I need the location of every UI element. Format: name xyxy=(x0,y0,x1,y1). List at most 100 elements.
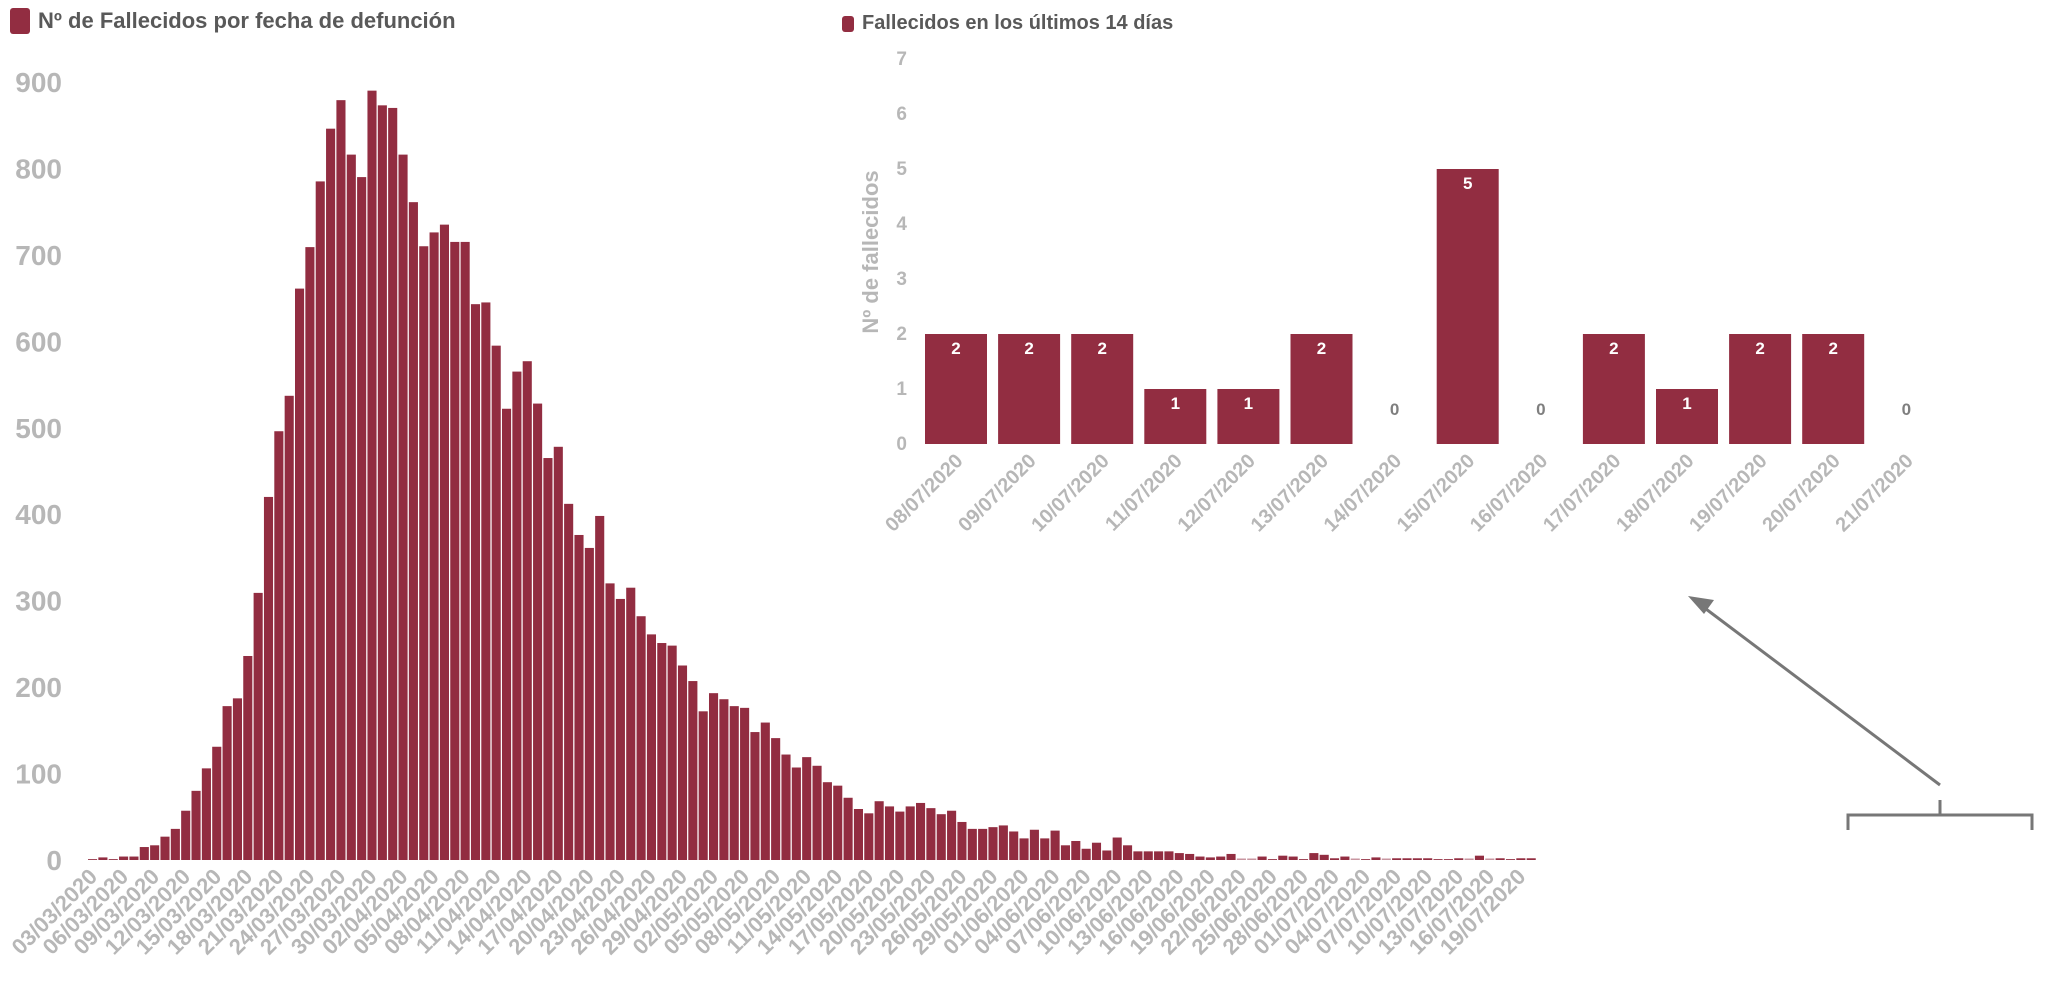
bar-106 xyxy=(1185,853,1195,860)
inset-x-tick-label: 11/07/2020 xyxy=(1101,450,1187,536)
bar-88 xyxy=(998,825,1008,860)
inset-chart: 0 1 2 3 4 5 6 7 Nº de fallecidos 2 08/07/2020 2 09/0… xyxy=(858,49,1918,536)
bar-46 xyxy=(564,503,574,860)
bar-38 xyxy=(481,302,491,860)
bar-68 xyxy=(791,767,801,860)
bar-66 xyxy=(771,738,781,860)
inset-bar-1 xyxy=(998,334,1061,444)
bar-10 xyxy=(191,790,201,860)
y-tick-label: 200 xyxy=(15,672,62,703)
bar-62 xyxy=(729,706,739,860)
bar-55 xyxy=(657,643,667,860)
bar-zero-125 xyxy=(1381,858,1391,860)
inset-bar-0 xyxy=(925,334,987,444)
inset-data-label: 1 xyxy=(1244,394,1253,413)
inset-data-label: 2 xyxy=(1317,339,1326,358)
bar-0 xyxy=(88,859,98,860)
bar-5 xyxy=(139,847,149,860)
y-tick-label: 500 xyxy=(15,413,62,444)
bar-75 xyxy=(864,813,874,860)
bar-16 xyxy=(253,592,263,860)
bar-zero-135 xyxy=(1485,858,1495,860)
bar-72 xyxy=(833,785,843,860)
bar-130 xyxy=(1433,859,1443,860)
bar-69 xyxy=(802,757,812,860)
bar-128 xyxy=(1412,858,1422,860)
bar-126 xyxy=(1392,858,1402,860)
bar-95 xyxy=(1071,840,1081,860)
inset-bar-11 xyxy=(1729,334,1792,444)
bar-76 xyxy=(874,801,884,860)
bar-30 xyxy=(398,154,408,860)
bar-102 xyxy=(1143,851,1153,860)
y-tick-label: 300 xyxy=(15,586,62,617)
bar-99 xyxy=(1112,837,1122,860)
inset-x-tick-label: 16/07/2020 xyxy=(1466,450,1552,536)
inset-bar-5 xyxy=(1290,334,1353,444)
bar-114 xyxy=(1267,859,1277,860)
inset-data-label: 0 xyxy=(1902,400,1911,419)
bar-73 xyxy=(843,797,853,860)
inset-data-label: 0 xyxy=(1536,400,1545,419)
bar-35 xyxy=(450,241,460,860)
bar-80 xyxy=(916,802,926,860)
inset-data-label: 2 xyxy=(1097,339,1106,358)
inset-x-tick-label: 14/07/2020 xyxy=(1320,450,1406,536)
bar-78 xyxy=(895,811,905,860)
bar-119 xyxy=(1319,854,1329,860)
bar-127 xyxy=(1402,858,1412,860)
inset-legend-swatch xyxy=(842,15,854,32)
bar-23 xyxy=(326,128,336,860)
bar-117 xyxy=(1298,859,1309,860)
bar-52 xyxy=(626,587,636,860)
bar-4 xyxy=(129,856,139,860)
bar-71 xyxy=(822,782,832,860)
bar-33 xyxy=(429,232,439,860)
bar-6 xyxy=(150,845,160,860)
bar-138 xyxy=(1516,858,1526,860)
bar-107 xyxy=(1195,856,1205,860)
bar-93 xyxy=(1050,830,1060,860)
bar-89 xyxy=(1009,831,1019,860)
inset-x-tick-label: 19/07/2020 xyxy=(1685,450,1771,536)
bar-21 xyxy=(305,247,315,860)
bar-121 xyxy=(1340,856,1350,860)
bar-20 xyxy=(295,288,305,860)
inset-x-tick-label: 15/07/2020 xyxy=(1393,450,1479,536)
inset-y-tick-label: 5 xyxy=(896,159,907,180)
inset-y-tick-label: 6 xyxy=(896,104,907,125)
bar-1 xyxy=(98,857,108,860)
bar-67 xyxy=(781,754,791,860)
inset-bar-2 xyxy=(1071,334,1134,444)
bar-59 xyxy=(698,711,708,860)
bar-134 xyxy=(1474,855,1484,860)
bar-28 xyxy=(377,105,387,861)
bar-83 xyxy=(947,810,957,860)
inset-x-tick-label: 09/07/2020 xyxy=(954,450,1040,536)
bar-90 xyxy=(1019,838,1029,860)
y-tick-label: 800 xyxy=(15,153,62,184)
bar-132 xyxy=(1454,858,1464,860)
bar-32 xyxy=(419,246,429,860)
bar-37 xyxy=(470,304,481,860)
bar-56 xyxy=(667,645,677,860)
bar-15 xyxy=(243,655,253,860)
inset-chart-title: Fallecidos en los últimos 14 días xyxy=(862,12,1174,34)
bar-58 xyxy=(688,681,698,860)
bar-81 xyxy=(926,808,936,860)
bar-74 xyxy=(853,808,863,860)
inset-x-tick-label: 13/07/2020 xyxy=(1247,450,1333,536)
bar-109 xyxy=(1216,856,1226,860)
bar-82 xyxy=(936,814,946,860)
inset-bar-10 xyxy=(1656,389,1718,444)
bar-113 xyxy=(1257,856,1267,860)
bar-zero-111 xyxy=(1236,858,1246,860)
bar-24 xyxy=(336,100,346,861)
inset-data-label: 2 xyxy=(1609,339,1618,358)
y-tick-label: 700 xyxy=(15,240,62,271)
inset-x-tick-label: 17/07/2020 xyxy=(1539,450,1625,536)
bar-51 xyxy=(615,598,625,860)
inset-x-tick-label: 10/07/2020 xyxy=(1027,450,1113,536)
bar-116 xyxy=(1288,856,1298,860)
